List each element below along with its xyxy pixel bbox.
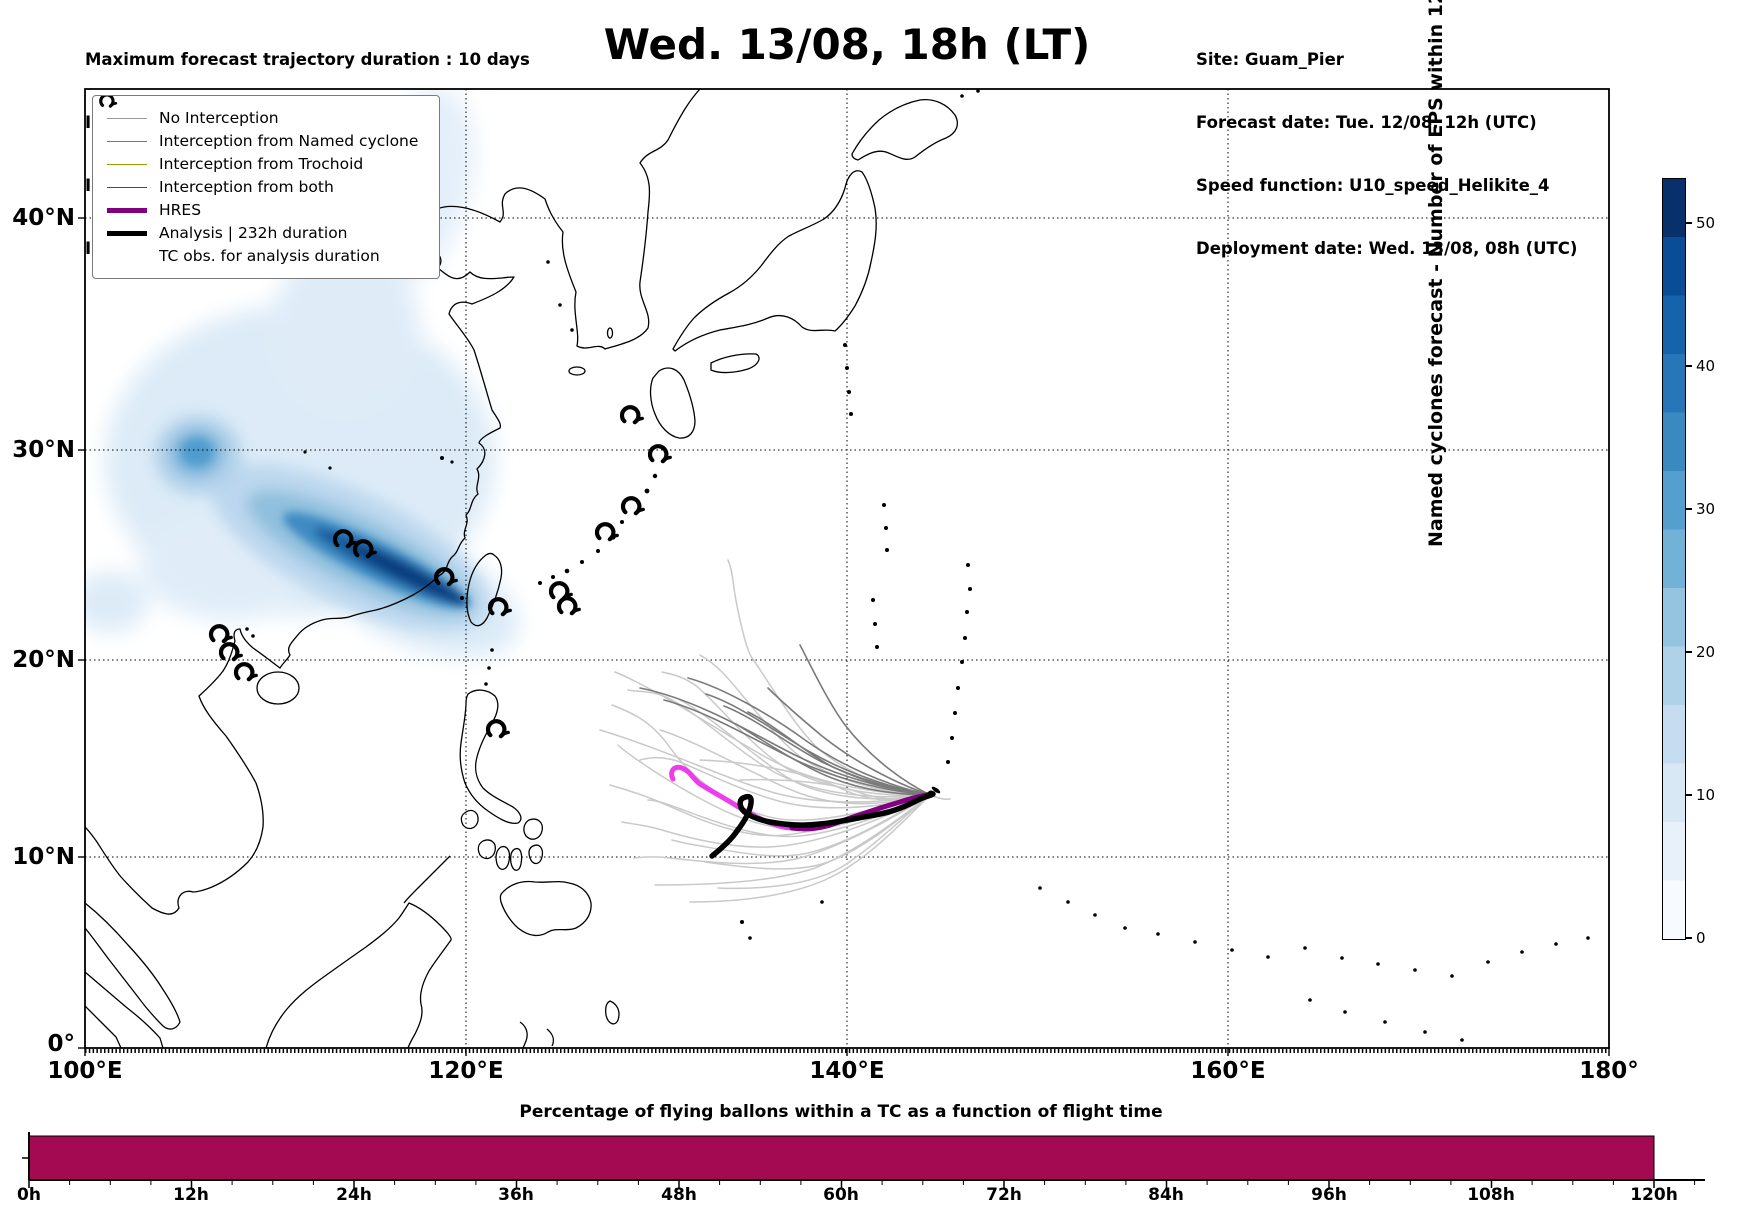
balloon-tc-bar-chart <box>22 1132 1705 1188</box>
lat-tick-10n: 10°N <box>12 844 75 870</box>
lat-tick-30n: 30°N <box>12 437 75 463</box>
legend-item: HRES <box>93 199 439 222</box>
legend-item: Interception from both <box>93 176 439 199</box>
site-line: Speed function: U10_speed_Helikite_4 <box>1196 176 1550 195</box>
x-tick-120h: 120h <box>1630 1185 1678 1205</box>
lat-tick-20n: 20°N <box>12 647 75 673</box>
x-tick-108h: 108h <box>1467 1185 1515 1205</box>
eps-density-colorbar <box>1662 178 1686 940</box>
legend-item: Interception from Trochoid <box>93 153 439 176</box>
green-line-swatch <box>107 186 147 188</box>
x-tick-0h: 0h <box>17 1185 41 1205</box>
orangered-line-swatch <box>107 140 147 142</box>
colorbar-axis-label: Named cyclones forecast - Number of EPS … <box>1425 0 1448 547</box>
colorbar-tick-label: 50 <box>1696 214 1716 232</box>
hres-track <box>789 791 934 832</box>
hres-track-west-segment <box>669 764 795 831</box>
colorbar-tick-label: 40 <box>1696 357 1716 375</box>
x-tick-84h: 84h <box>1148 1185 1184 1205</box>
legend-item: Analysis | 232h duration <box>93 222 439 245</box>
site-line: Forecast date: Tue. 12/08, 12h (UTC) <box>1196 113 1537 132</box>
gray-line-swatch <box>107 117 147 119</box>
analysis-track <box>709 791 936 859</box>
bottom-chart-title: Percentage of flying ballons within a TC… <box>519 1102 1163 1122</box>
colorbar-tick-label: 10 <box>1696 786 1716 804</box>
eps-trajectories-no-interception <box>599 559 951 903</box>
analysis-line-swatch <box>107 230 147 236</box>
x-tick-36h: 36h <box>498 1185 534 1205</box>
legend-item: TC obs. for analysis duration <box>93 96 439 268</box>
site-line: Site: Guam_Pier <box>1196 50 1344 69</box>
colorbar-tick <box>1686 794 1692 796</box>
site-info-block: Site: Guam_Pier Forecast date: Tue. 12/0… <box>1196 7 1577 280</box>
page-title: Wed. 13/08, 18h (LT) <box>603 20 1091 69</box>
x-tick-72h: 72h <box>986 1185 1022 1205</box>
lon-tick-120e: 120°E <box>428 1058 504 1084</box>
lat-tick-40n: 40°N <box>12 205 75 231</box>
x-tick-24h: 24h <box>336 1185 372 1205</box>
legend-item: No Interception <box>93 107 439 130</box>
colorbar-tick <box>1686 508 1692 510</box>
colorbar-tick-label: 20 <box>1696 643 1716 661</box>
map-gridlines <box>85 89 1609 1048</box>
x-tick-48h: 48h <box>661 1185 697 1205</box>
lon-tick-160e: 160°E <box>1190 1058 1266 1084</box>
hres-line-swatch <box>107 207 147 213</box>
eps-density-shading <box>85 89 520 658</box>
lon-tick-100e: 100°E <box>47 1058 123 1084</box>
colorbar-tick <box>1686 937 1692 939</box>
small-islands <box>245 89 1590 1042</box>
deployment-start-point <box>927 790 935 798</box>
colorbar-tick <box>1686 222 1692 224</box>
x-tick-60h: 60h <box>823 1185 859 1205</box>
setting-line: Maximum forecast trajectory duration : 1… <box>85 50 530 69</box>
colorbar-tick <box>1686 365 1692 367</box>
map-legend: No Interception Interception from Named … <box>92 95 440 279</box>
x-tick-12h: 12h <box>173 1185 209 1205</box>
x-tick-96h: 96h <box>1311 1185 1347 1205</box>
colorbar-tick <box>1686 651 1692 653</box>
colorbar-tick-label: 0 <box>1696 929 1706 947</box>
map-axis-ticks <box>78 217 1610 1056</box>
site-line: Deployment date: Wed. 13/08, 08h (UTC) <box>1196 239 1578 258</box>
olive-line-swatch <box>107 163 147 165</box>
coastlines <box>85 89 958 1048</box>
colorbar-tick-label: 30 <box>1696 500 1716 518</box>
lat-tick-0: 0° <box>47 1031 75 1057</box>
lon-tick-180: 180° <box>1579 1058 1639 1084</box>
lon-tick-140e: 140°E <box>809 1058 885 1084</box>
percentage-bar <box>28 1135 1655 1181</box>
legend-item: Interception from Named cyclone <box>93 130 439 153</box>
